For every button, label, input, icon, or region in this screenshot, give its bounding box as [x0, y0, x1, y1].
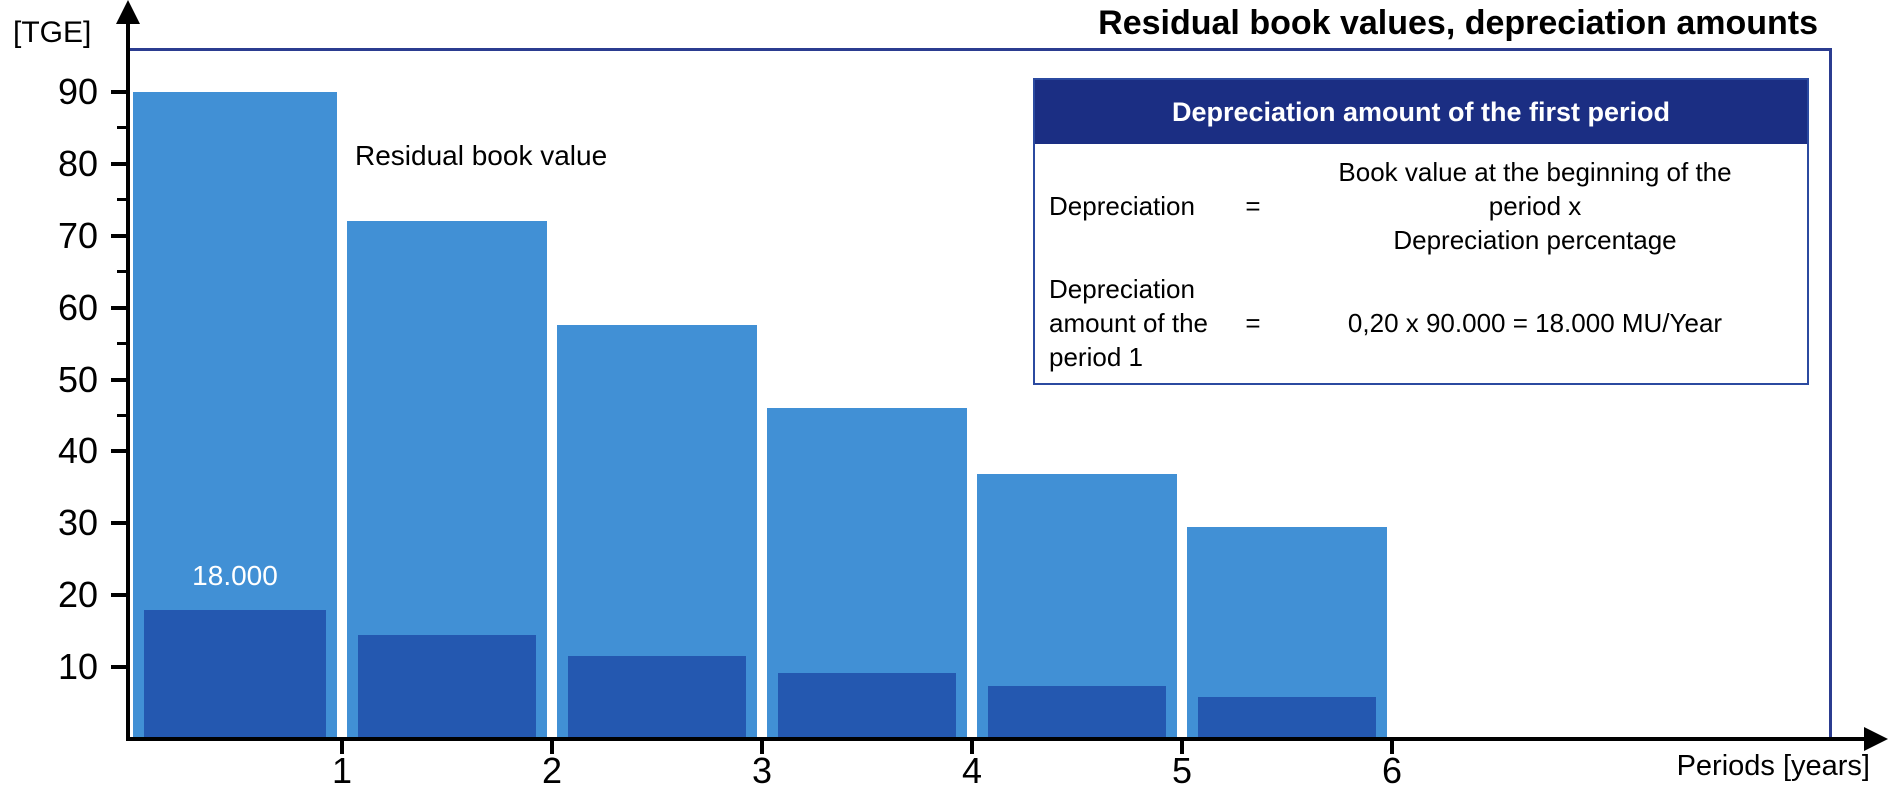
bar-depreciation-amount-p3 [568, 656, 746, 739]
x-tick-3 [760, 741, 764, 754]
x-tick-label-3: 3 [751, 750, 773, 791]
y-tick-label-80: 80 [57, 142, 98, 184]
x-tick-label-4: 4 [961, 750, 983, 791]
formula-label: Depreciation amount of the period 1 [1049, 274, 1208, 372]
y-tick-label-40: 40 [57, 430, 98, 472]
y-tick-80 [111, 161, 128, 166]
y-minor-tick-85 [117, 126, 128, 130]
formula-row: Depreciation amount of the period 1 = 0,… [1035, 273, 1807, 374]
y-minor-tick-55 [117, 342, 128, 346]
y-tick-10 [111, 665, 128, 670]
x-tick-label-2: 2 [541, 750, 563, 791]
y-tick-label-60: 60 [57, 286, 98, 328]
x-tick-1 [340, 741, 344, 754]
y-tick-30 [111, 521, 128, 526]
y-tick-label-20: 20 [57, 574, 98, 616]
y-tick-label-30: 30 [57, 502, 98, 544]
info-box-header: Depreciation amount of the first period [1035, 80, 1807, 144]
y-tick-label-50: 50 [57, 358, 98, 400]
y-tick-label-90: 90 [57, 70, 98, 112]
formula-value: 0,20 x 90.000 = 18.000 MU/Year [1347, 308, 1723, 339]
bar-depreciation-amount-p1 [144, 609, 326, 739]
formula-row: Depreciation = Book value at the beginni… [1035, 156, 1807, 257]
x-tick-2 [550, 741, 554, 754]
depreciation-info-box: Depreciation amount of the first period … [1033, 78, 1809, 385]
x-tick-label-6: 6 [1381, 750, 1403, 791]
chart-title: Residual book values, depreciation amoun… [1098, 4, 1818, 42]
x-axis-label: Periods [years] [1676, 750, 1870, 782]
y-tick-label-70: 70 [57, 214, 98, 256]
residual-book-value-label: Residual book value [355, 140, 608, 171]
equals-sign: = [1245, 190, 1261, 221]
y-tick-40 [111, 449, 128, 454]
formula-label: Depreciation [1049, 190, 1195, 221]
y-minor-tick-65 [117, 270, 128, 274]
bar-depreciation-amount-p2 [358, 635, 536, 739]
y-axis-unit-label: [TGE] [13, 16, 92, 49]
x-axis-arrow-icon [1864, 727, 1888, 751]
y-tick-70 [111, 233, 128, 238]
y-tick-50 [111, 377, 128, 382]
y-tick-60 [111, 305, 128, 310]
y-axis-arrow-icon [116, 0, 140, 24]
x-tick-6 [1390, 741, 1394, 754]
y-tick-20 [111, 593, 128, 598]
x-tick-5 [1180, 741, 1184, 754]
x-tick-4 [970, 741, 974, 754]
info-box-body: Depreciation = Book value at the beginni… [1035, 144, 1807, 375]
bar-depreciation-amount-p6 [1198, 696, 1376, 739]
equals-sign: = [1245, 308, 1261, 339]
y-minor-tick-75 [117, 198, 128, 202]
y-tick-90 [111, 89, 128, 94]
x-tick-label-5: 5 [1171, 750, 1193, 791]
x-tick-label-1: 1 [331, 750, 353, 791]
x-axis-line [126, 737, 1868, 741]
formula-value: Book value at the beginning of the perio… [1338, 157, 1732, 255]
y-tick-label-10: 10 [57, 646, 98, 688]
bar-depreciation-amount-p5 [988, 686, 1166, 739]
y-axis-line [126, 16, 130, 741]
first-depreciation-bar-value: 18.000 [192, 560, 278, 591]
y-minor-tick-45 [117, 413, 128, 417]
bar-depreciation-amount-p4 [778, 672, 956, 739]
